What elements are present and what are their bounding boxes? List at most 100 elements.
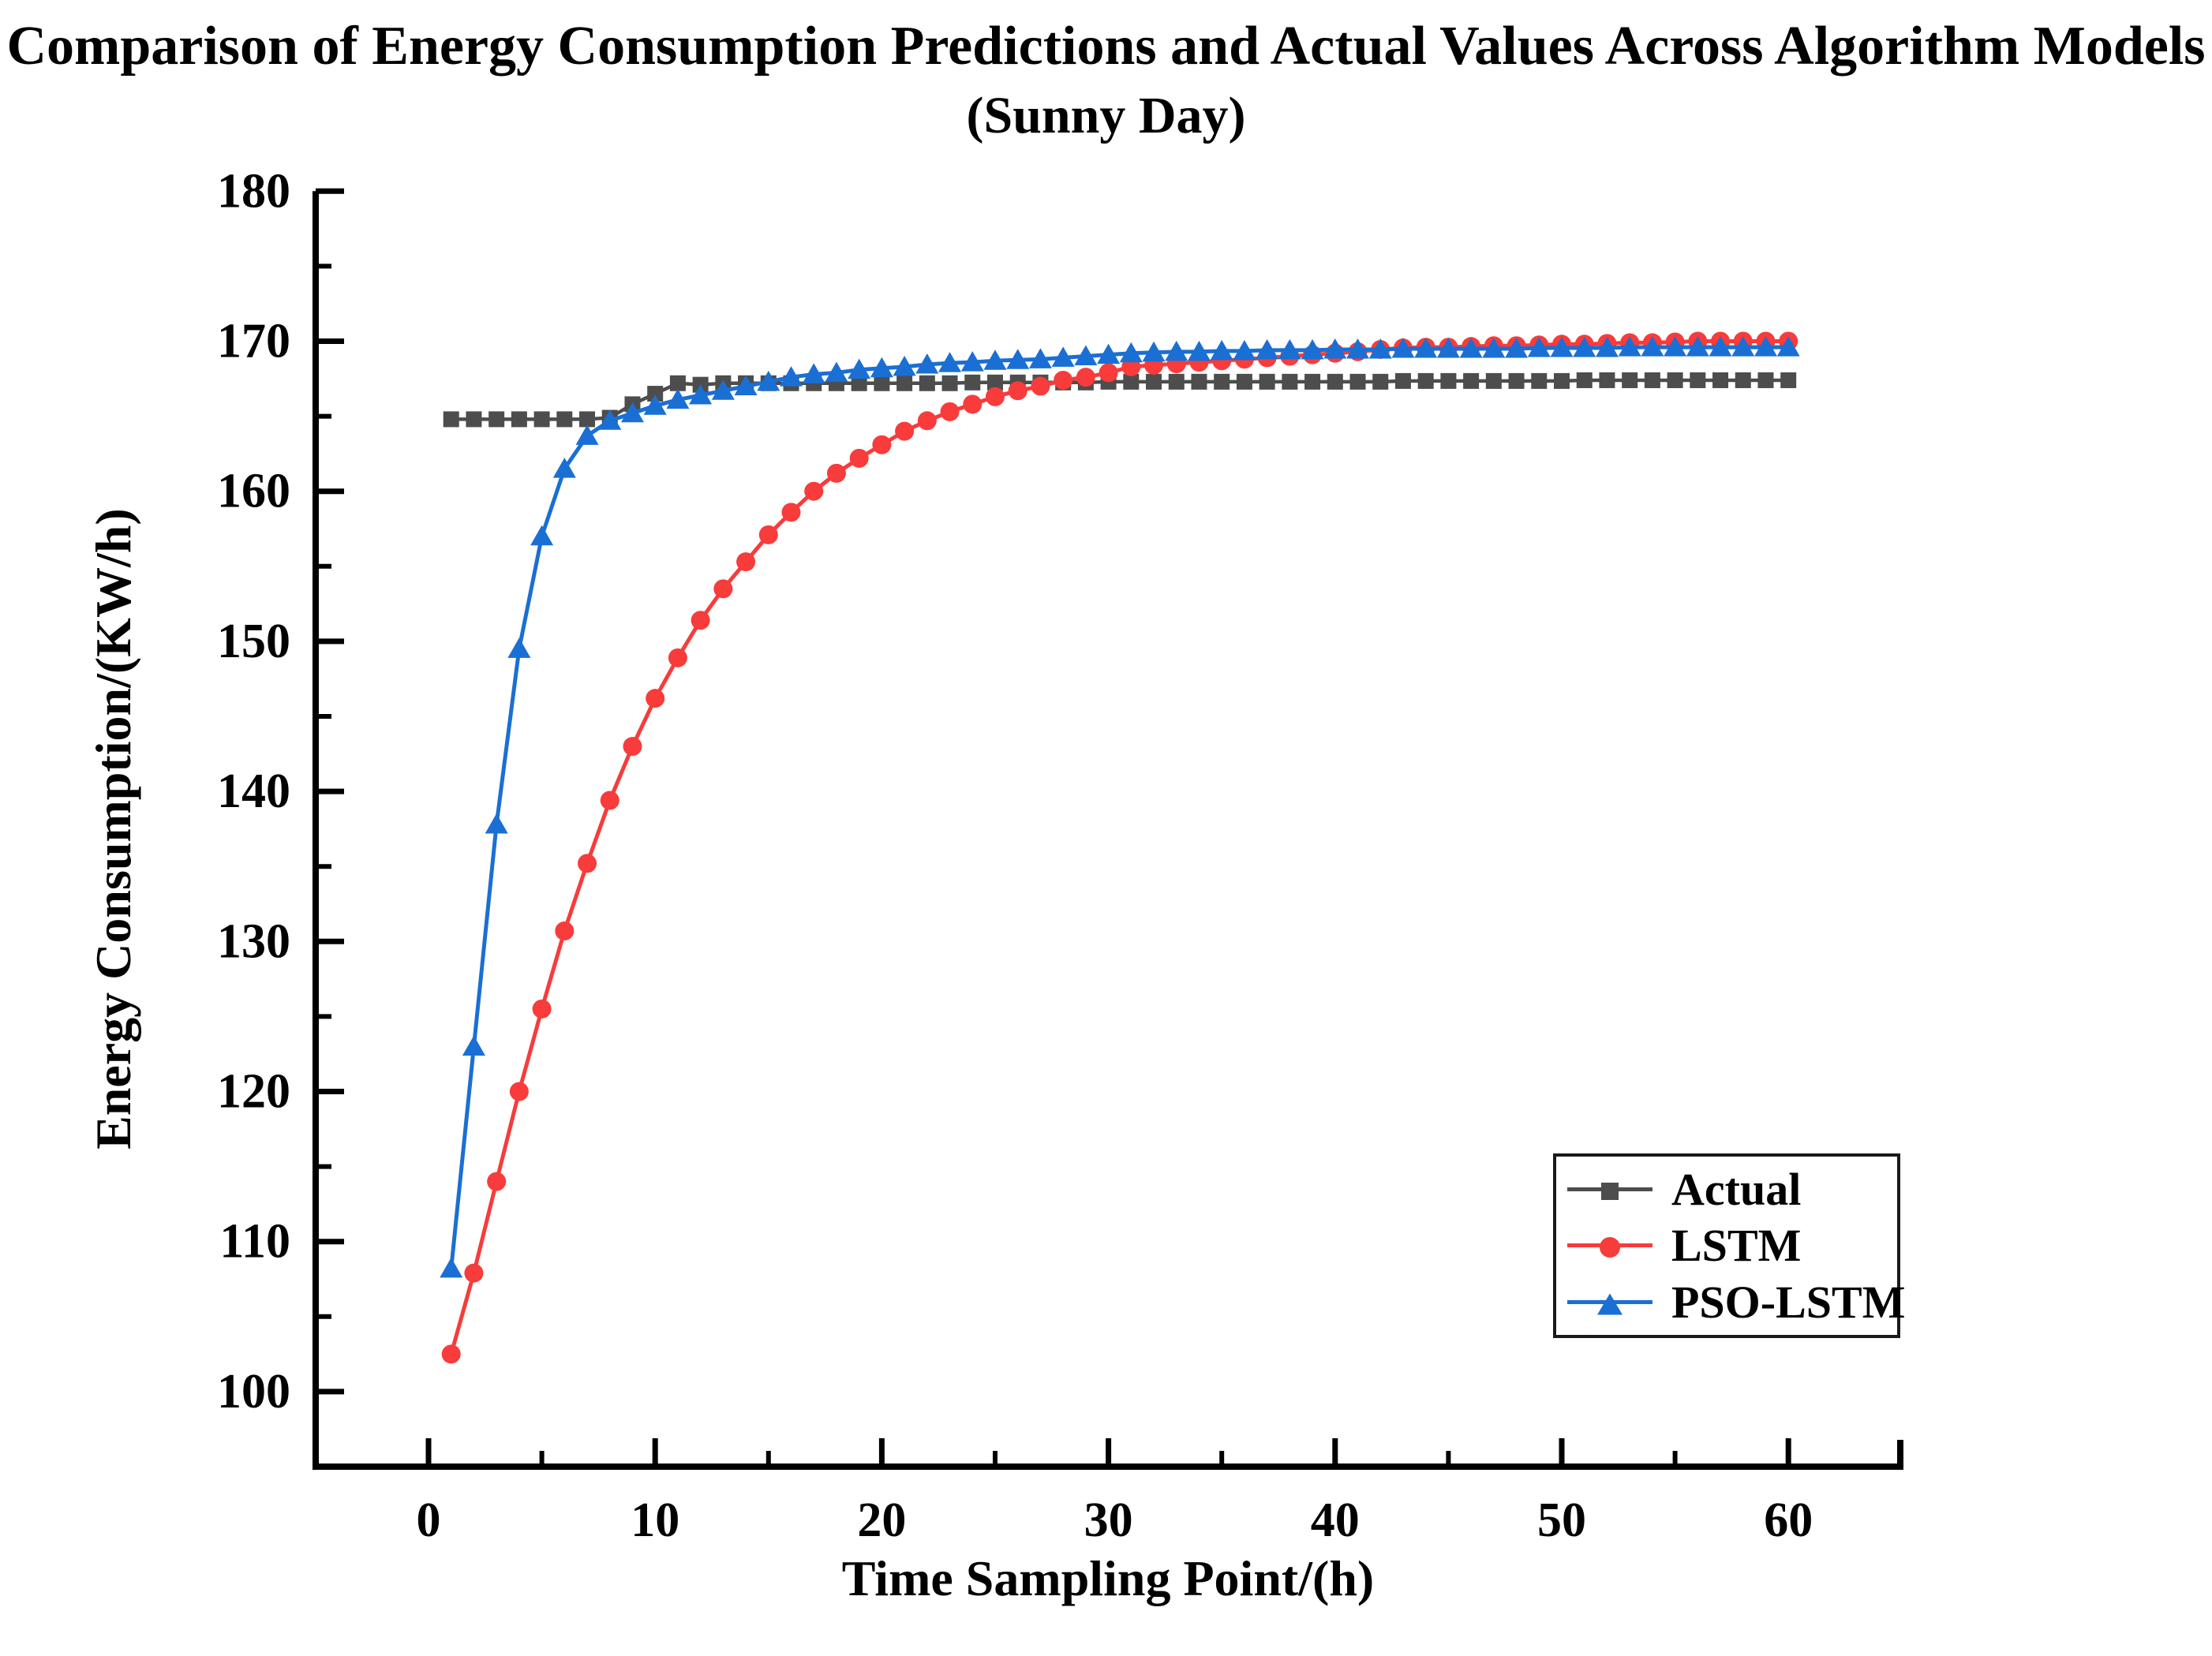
- triangle-marker-icon: [620, 402, 644, 423]
- triangle-marker-icon: [1346, 338, 1370, 359]
- triangle-marker-icon: [1754, 336, 1777, 357]
- triangle-marker-icon: [1597, 1293, 1623, 1315]
- circle-marker-icon: [917, 411, 937, 431]
- x-axis-label: Time Sampling Point/(h): [842, 1550, 1374, 1606]
- circle-marker-icon: [872, 435, 892, 454]
- square-marker-icon: [1667, 372, 1683, 388]
- circle-marker-icon: [487, 1172, 507, 1191]
- y-tick-label: 150: [217, 615, 290, 668]
- circle-marker-icon: [441, 1344, 461, 1364]
- triangle-marker-icon: [960, 351, 984, 372]
- square-marker-icon: [488, 411, 505, 428]
- triangle-marker-icon: [983, 350, 1007, 370]
- y-tick-label: 100: [217, 1365, 290, 1419]
- triangle-marker-icon: [666, 388, 690, 409]
- triangle-marker-icon: [1391, 338, 1415, 358]
- chart-title: Comparison of Energy Consumption Predict…: [0, 11, 2212, 149]
- circle-marker-icon: [963, 394, 982, 414]
- square-marker-icon: [1531, 372, 1548, 389]
- square-marker-icon: [1690, 372, 1706, 388]
- y-tick-label: 110: [219, 1215, 290, 1269]
- square-marker-icon: [533, 411, 550, 428]
- legend-label-pso-lstm: PSO-LSTM: [1671, 1276, 1906, 1328]
- triangle-marker-icon: [1641, 336, 1664, 357]
- triangle-marker-icon: [938, 352, 962, 372]
- triangle-marker-icon: [1006, 349, 1030, 369]
- triangle-marker-icon: [575, 424, 599, 445]
- circle-marker-icon: [1099, 363, 1118, 383]
- square-marker-icon: [443, 411, 459, 428]
- triangle-marker-icon: [485, 813, 508, 834]
- circle-marker-icon: [1031, 376, 1050, 396]
- circle-marker-icon: [804, 481, 824, 501]
- square-marker-icon: [1757, 372, 1774, 388]
- square-marker-icon: [941, 375, 958, 391]
- square-marker-icon: [1259, 373, 1275, 390]
- triangle-marker-icon: [1210, 339, 1233, 361]
- square-marker-icon: [1327, 373, 1343, 390]
- legend-line-lstm: [1567, 1237, 1652, 1258]
- triangle-marker-icon: [1595, 337, 1619, 357]
- chart-title-line1: Comparison of Energy Consumption Predict…: [6, 16, 2206, 77]
- triangle-marker-icon: [1527, 337, 1551, 357]
- square-marker-icon: [1463, 372, 1480, 389]
- square-marker-icon: [1372, 373, 1389, 390]
- square-marker-icon: [556, 411, 573, 428]
- y-tick-label: 170: [217, 315, 290, 368]
- square-marker-icon: [874, 375, 890, 391]
- chart-title-line2: (Sunny Day): [966, 86, 1246, 144]
- square-marker-icon: [1622, 372, 1638, 388]
- legend-line-pso-lstm: [1567, 1293, 1652, 1315]
- triangle-marker-icon: [780, 366, 803, 387]
- square-marker-icon: [511, 411, 527, 428]
- square-marker-icon: [1440, 372, 1457, 389]
- square-marker-icon: [896, 375, 913, 391]
- circle-marker-icon: [464, 1263, 484, 1283]
- square-marker-icon: [1123, 373, 1140, 390]
- circle-marker-icon: [646, 689, 665, 708]
- circle-marker-icon: [623, 737, 642, 757]
- triangle-marker-icon: [1550, 337, 1574, 357]
- legend-item-lstm: LSTM: [1567, 1220, 1886, 1272]
- x-tick-label: 50: [1537, 1493, 1586, 1547]
- y-tick-label: 160: [217, 465, 290, 518]
- square-marker-icon: [1349, 373, 1366, 390]
- triangle-marker-icon: [1233, 339, 1256, 361]
- triangle-marker-icon: [689, 383, 713, 405]
- square-marker-icon: [1601, 1183, 1619, 1201]
- triangle-marker-icon: [1776, 336, 1800, 357]
- square-marker-icon: [1780, 372, 1797, 388]
- legend-label-lstm: LSTM: [1671, 1220, 1802, 1272]
- triangle-marker-icon: [507, 637, 531, 658]
- square-marker-icon: [1735, 372, 1751, 388]
- x-tick-label: 60: [1764, 1493, 1813, 1547]
- x-tick-label: 20: [857, 1493, 906, 1547]
- square-marker-icon: [647, 386, 664, 402]
- triangle-marker-icon: [1301, 338, 1324, 360]
- square-marker-icon: [1644, 372, 1660, 388]
- triangle-marker-icon: [440, 1257, 463, 1278]
- triangle-marker-icon: [1028, 348, 1052, 368]
- triangle-marker-icon: [1074, 345, 1098, 366]
- square-marker-icon: [1168, 373, 1185, 390]
- triangle-marker-icon: [1664, 336, 1687, 357]
- x-tick-label: 30: [1084, 1493, 1133, 1547]
- circle-marker-icon: [758, 525, 778, 544]
- triangle-marker-icon: [1482, 338, 1506, 358]
- legend-item-pso-lstm: PSO-LSTM: [1567, 1277, 1906, 1328]
- triangle-marker-icon: [1187, 340, 1211, 361]
- circle-marker-icon: [713, 579, 733, 599]
- x-tick-label: 0: [417, 1493, 441, 1547]
- triangle-marker-icon: [598, 409, 622, 430]
- triangle-marker-icon: [462, 1035, 485, 1056]
- triangle-marker-icon: [1368, 338, 1392, 359]
- triangle-marker-icon: [1323, 338, 1347, 359]
- circle-marker-icon: [600, 791, 619, 810]
- y-axis-label: Energy Consumption/(KW/h): [85, 508, 141, 1149]
- triangle-marker-icon: [711, 379, 735, 400]
- square-marker-icon: [919, 375, 935, 391]
- triangle-marker-icon: [1505, 338, 1529, 358]
- triangle-marker-icon: [552, 458, 576, 478]
